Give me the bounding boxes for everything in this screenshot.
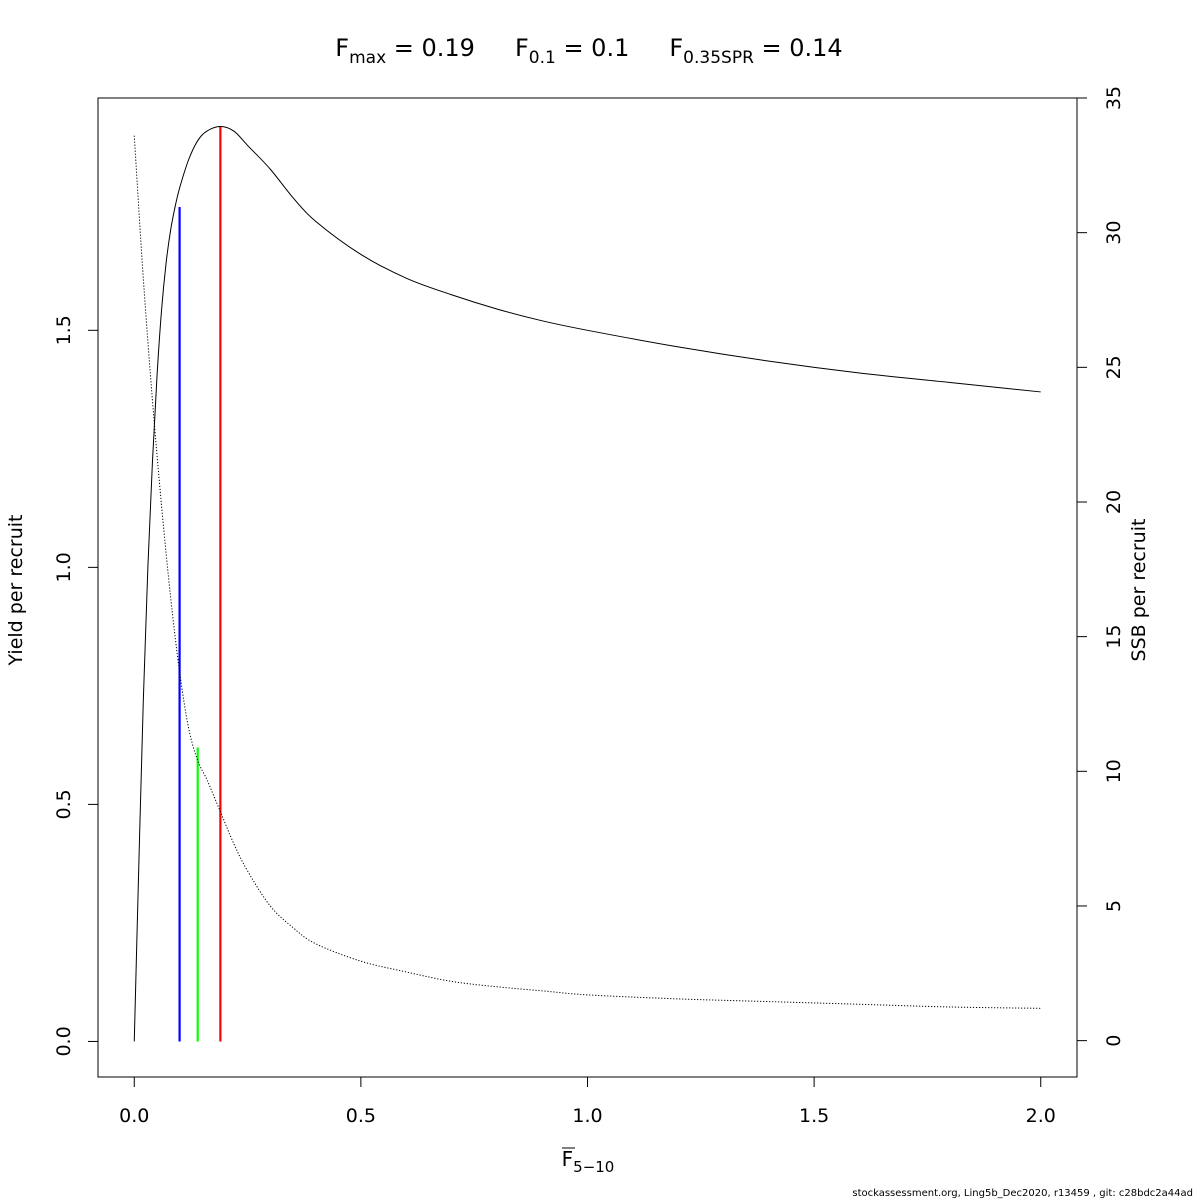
yield-per-recruit-curve [133, 125, 1041, 1042]
x-axis-label-text: F5−10 [562, 1147, 615, 1176]
x-axis-label-base: F [562, 1147, 574, 1171]
y-right-tick-label: 20 [1103, 490, 1125, 514]
title-term-1: F [515, 34, 529, 62]
title-term-0: F [335, 34, 349, 62]
x-tick-label: 0.0 [119, 1105, 149, 1127]
footer-note: stockassessment.org, Ling5b_Dec2020, r13… [852, 1188, 1193, 1199]
x-tick-label: 0.5 [346, 1105, 376, 1127]
title-term-value-0: = 0.19 [386, 34, 475, 62]
y-right-tick-label: 0 [1103, 1035, 1125, 1047]
y-axis-right-label: SSB per recruit [1128, 519, 1150, 662]
x-tick-label: 2.0 [1026, 1105, 1056, 1127]
x-axis-label-sub: 5−10 [573, 1158, 614, 1176]
y-left-tick-label: 1.0 [53, 552, 75, 582]
y-axis-left: 0.0 0.5 1.0 1.5 [53, 315, 99, 1057]
y-left-tick-label: 1.5 [53, 315, 75, 345]
y-left-tick-label: 0.0 [53, 1026, 75, 1056]
ssb-per-recruit-curve [133, 135, 1041, 1009]
series-layer [133, 125, 1041, 1042]
x-axis-label: F5−10 [562, 1147, 615, 1176]
x-axis: 0.0 0.5 1.0 1.5 2.0 [119, 1076, 1056, 1127]
y-axis-right: 0 5 10 15 20 25 30 35 [1076, 86, 1125, 1047]
y-right-tick-label: 25 [1103, 355, 1125, 379]
title-term-value-1: = 0.1 [556, 34, 630, 62]
reference-lines [178, 126, 222, 1042]
title-term-sub-2: 0.35SPR [683, 48, 754, 68]
title-term-sub-1: 0.1 [529, 48, 556, 68]
title-term-sub-0: max [349, 48, 386, 68]
title-term-value-2: = 0.14 [754, 34, 843, 62]
x-tick-label: 1.5 [799, 1105, 829, 1127]
y-right-tick-label: 5 [1103, 900, 1125, 912]
title-term-2: F [669, 34, 683, 62]
x-tick-label: 1.0 [572, 1105, 602, 1127]
y-right-tick-label: 35 [1103, 86, 1125, 110]
y-right-tick-label: 10 [1103, 759, 1125, 783]
chart-title: Fmax = 0.19 F0.1 = 0.1 F0.35SPR = 0.14 [335, 34, 842, 68]
y-axis-left-label: Yield per recruit [5, 515, 27, 667]
y-right-tick-label: 15 [1103, 625, 1125, 649]
y-right-tick-label: 30 [1103, 221, 1125, 245]
y-left-tick-label: 0.5 [53, 789, 75, 819]
plot-frame [97, 97, 1078, 1078]
